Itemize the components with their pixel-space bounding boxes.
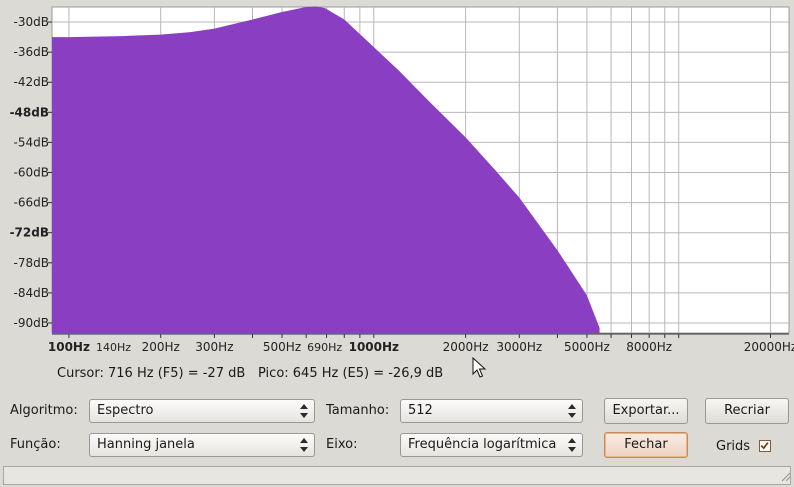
x-tick-label: 140Hz: [96, 341, 131, 354]
y-tick-label: -54dB: [14, 135, 49, 149]
y-tick-label: -66dB: [14, 196, 49, 210]
algorithm-label: Algoritmo:: [10, 403, 78, 418]
x-tick-label: 8000Hz: [626, 340, 672, 354]
y-tick-label: -60dB: [14, 166, 49, 180]
x-tick-label: 300Hz: [195, 340, 233, 354]
export-button[interactable]: Exportar...: [604, 398, 688, 424]
updown-arrows-icon: [568, 438, 576, 452]
grids-checkbox[interactable]: [759, 440, 771, 452]
updown-arrows-icon: [300, 438, 308, 452]
x-tick-label: 1000Hz: [349, 340, 399, 354]
x-tick-label: 100Hz: [48, 340, 90, 354]
status-bar: [3, 466, 791, 485]
y-tick-label: -30dB: [14, 15, 49, 29]
x-tick-label: 20000Hz: [744, 340, 794, 354]
x-tick-label: 2000Hz: [443, 340, 489, 354]
y-tick-label: -36dB: [14, 45, 49, 59]
y-tick-label: -42dB: [14, 75, 49, 89]
y-tick-label: -78dB: [14, 256, 49, 270]
recreate-button[interactable]: Recriar: [705, 398, 789, 424]
x-tick-label: 3000Hz: [496, 340, 542, 354]
x-axis: 100Hz 140Hz 200Hz 300Hz 500Hz 690Hz 1000Hz 2000…: [48, 333, 794, 354]
spectrum-area: [52, 6, 600, 333]
cursor-readout: Cursor: 716 Hz (F5) = -27 dB: [57, 366, 246, 381]
size-select[interactable]: 512: [400, 399, 583, 423]
updown-arrows-icon: [300, 404, 308, 418]
function-select[interactable]: Hanning janela: [89, 433, 315, 457]
axis-value: Frequência logarítmica: [408, 437, 557, 452]
y-tick-label: -90dB: [14, 316, 49, 330]
x-tick-label: 690Hz: [307, 341, 342, 354]
updown-arrows-icon: [568, 404, 576, 418]
spectrum-plot[interactable]: -30dB -36dB -42dB -48dB -54dB -60dB -66dB -72dB…: [0, 0, 794, 360]
checkmark-icon: [760, 442, 769, 450]
function-value: Hanning janela: [97, 437, 195, 452]
mouse-pointer-icon: [472, 357, 486, 378]
function-label: Função:: [10, 437, 61, 452]
x-tick-label: 5000Hz: [564, 340, 610, 354]
algorithm-value: Espectro: [97, 403, 154, 418]
y-axis: -30dB -36dB -42dB -48dB -54dB -60dB -66dB -72dB…: [10, 15, 52, 330]
algorithm-select[interactable]: Espectro: [89, 399, 315, 423]
x-tick-label: 200Hz: [142, 340, 180, 354]
size-label: Tamanho:: [326, 403, 390, 418]
axis-label: Eixo:: [326, 437, 358, 452]
size-value: 512: [408, 403, 433, 418]
grids-label: Grids: [716, 439, 751, 454]
x-tick-label: 500Hz: [263, 340, 301, 354]
y-tick-label: -84dB: [14, 286, 49, 300]
y-tick-label: -48dB: [10, 105, 49, 119]
peak-readout: Pico: 645 Hz (E5) = -26,9 dB: [258, 366, 444, 381]
close-button[interactable]: Fechar: [604, 432, 688, 458]
y-tick-label: -72dB: [10, 226, 49, 240]
axis-select[interactable]: Frequência logarítmica: [400, 433, 583, 457]
resize-grip-icon[interactable]: [779, 470, 791, 482]
